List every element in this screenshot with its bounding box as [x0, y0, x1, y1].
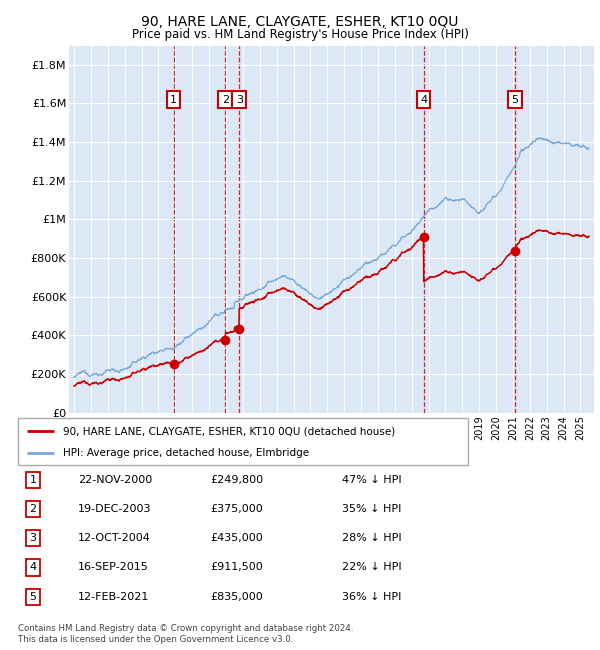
Text: Price paid vs. HM Land Registry's House Price Index (HPI): Price paid vs. HM Land Registry's House … [131, 28, 469, 41]
Text: 90, HARE LANE, CLAYGATE, ESHER, KT10 0QU (detached house): 90, HARE LANE, CLAYGATE, ESHER, KT10 0QU… [63, 426, 395, 436]
Text: 2: 2 [29, 504, 37, 514]
Text: 3: 3 [236, 95, 242, 105]
Text: £911,500: £911,500 [210, 562, 263, 573]
Text: Contains HM Land Registry data © Crown copyright and database right 2024.: Contains HM Land Registry data © Crown c… [18, 624, 353, 633]
FancyBboxPatch shape [18, 418, 468, 465]
Text: 28% ↓ HPI: 28% ↓ HPI [342, 533, 401, 543]
Text: 3: 3 [29, 533, 37, 543]
Text: 35% ↓ HPI: 35% ↓ HPI [342, 504, 401, 514]
Text: 12-OCT-2004: 12-OCT-2004 [78, 533, 151, 543]
Text: 5: 5 [511, 95, 518, 105]
Text: £375,000: £375,000 [210, 504, 263, 514]
Text: 12-FEB-2021: 12-FEB-2021 [78, 592, 149, 602]
Text: 2: 2 [222, 95, 229, 105]
Text: 22% ↓ HPI: 22% ↓ HPI [342, 562, 401, 573]
Text: 22-NOV-2000: 22-NOV-2000 [78, 474, 152, 485]
Text: HPI: Average price, detached house, Elmbridge: HPI: Average price, detached house, Elmb… [63, 448, 309, 458]
Text: 1: 1 [170, 95, 177, 105]
Text: 47% ↓ HPI: 47% ↓ HPI [342, 474, 401, 485]
Text: 16-SEP-2015: 16-SEP-2015 [78, 562, 149, 573]
Text: £835,000: £835,000 [210, 592, 263, 602]
Text: 19-DEC-2003: 19-DEC-2003 [78, 504, 151, 514]
Text: £249,800: £249,800 [210, 474, 263, 485]
Text: 4: 4 [29, 562, 37, 573]
Text: 36% ↓ HPI: 36% ↓ HPI [342, 592, 401, 602]
Text: £435,000: £435,000 [210, 533, 263, 543]
Text: 4: 4 [420, 95, 427, 105]
Text: This data is licensed under the Open Government Licence v3.0.: This data is licensed under the Open Gov… [18, 634, 293, 644]
Text: 1: 1 [29, 474, 37, 485]
Text: 5: 5 [29, 592, 37, 602]
Text: 90, HARE LANE, CLAYGATE, ESHER, KT10 0QU: 90, HARE LANE, CLAYGATE, ESHER, KT10 0QU [142, 15, 458, 29]
